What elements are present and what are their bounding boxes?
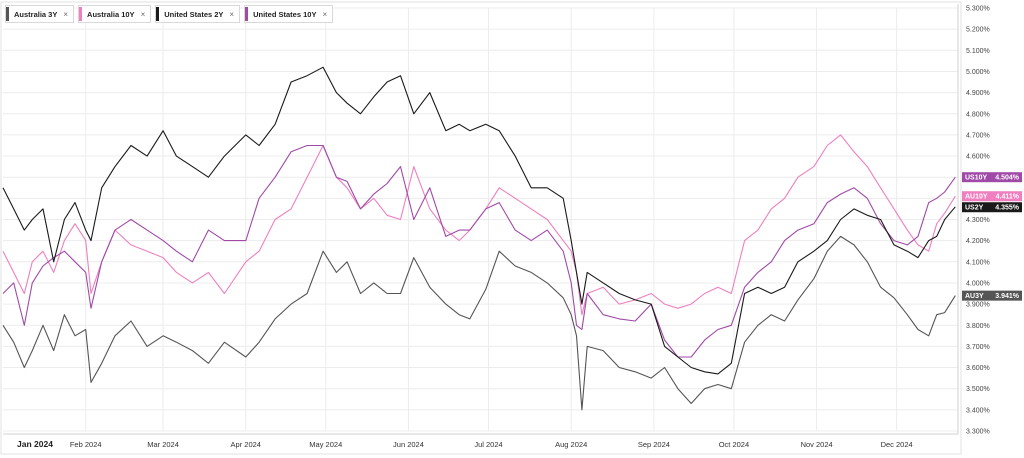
x-tick-label: Jan 2024 (17, 439, 53, 449)
x-tick-label: Jun 2024 (393, 440, 424, 449)
y-tick-label: 4.000% (966, 280, 990, 287)
x-tick-label: Sep 2024 (638, 440, 670, 449)
legend-label: Australia 3Y (14, 9, 58, 19)
legend-item-australia-10y[interactable]: Australia 10Y × (78, 5, 152, 23)
series-line-au10y (2, 134, 956, 316)
value-badge (962, 202, 1022, 213)
value-badge-value: 4.504% (995, 175, 1020, 182)
y-tick-label: 3.400% (966, 407, 990, 414)
legend-swatch (245, 7, 249, 21)
y-tick-label: 5.100% (966, 48, 990, 55)
y-tick-label: 4.100% (966, 259, 990, 266)
series-line-us2y (2, 66, 956, 375)
x-tick-label: Mar 2024 (147, 440, 179, 449)
close-icon[interactable]: × (322, 9, 328, 19)
value-badge (962, 172, 1022, 183)
y-tick-label: 4.800% (966, 111, 990, 118)
y-tick-label: 4.300% (966, 217, 990, 224)
x-tick-label: May 2024 (309, 440, 342, 449)
x-tick-label: Nov 2024 (801, 440, 833, 449)
legend-item-united-states-2y[interactable]: United States 2Y × (155, 5, 241, 23)
x-tick-label: Apr 2024 (231, 440, 261, 449)
y-tick-label: 5.200% (966, 27, 990, 34)
x-tick-label: Aug 2024 (555, 440, 587, 449)
value-badge-value: 4.355% (995, 205, 1020, 212)
y-tick-label: 3.800% (966, 323, 990, 330)
value-badge-value: 4.411% (996, 194, 1020, 201)
value-badge-key: US2Y (965, 205, 984, 212)
series-line-au3y (2, 235, 956, 411)
close-icon[interactable]: × (140, 9, 146, 19)
x-tick-label: Oct 2024 (719, 440, 749, 449)
y-tick-label: 3.900% (966, 302, 990, 309)
y-tick-label: 3.500% (966, 386, 990, 393)
legend-label: United States 10Y (253, 9, 317, 19)
legend: Australia 3Y × Australia 10Y × United St… (5, 5, 334, 23)
x-tick-label: Jul 2024 (474, 440, 502, 449)
legend-label: United States 2Y (164, 9, 224, 19)
legend-label: Australia 10Y (87, 9, 135, 19)
legend-swatch (156, 7, 160, 21)
y-tick-label: 5.000% (966, 69, 990, 76)
y-tick-label: 4.200% (966, 238, 990, 245)
y-tick-label: 5.300% (966, 6, 990, 13)
value-badge-key: US10Y (965, 175, 988, 182)
legend-swatch (79, 7, 83, 21)
x-tick-label: Dec 2024 (881, 440, 913, 449)
legend-swatch (6, 7, 9, 21)
x-tick-label: Feb 2024 (70, 440, 102, 449)
legend-item-australia-3y[interactable]: Australia 3Y × (5, 5, 75, 23)
series-line-us10y (2, 144, 956, 358)
y-tick-label: 4.900% (966, 90, 990, 97)
close-icon[interactable]: × (63, 9, 69, 19)
value-badge (962, 191, 1022, 202)
y-tick-label: 3.300% (966, 429, 990, 436)
value-badge-key: AU3Y (965, 293, 984, 300)
plot-frame (0, 1, 962, 455)
y-tick-label: 3.700% (966, 344, 990, 351)
close-icon[interactable]: × (229, 9, 235, 19)
y-tick-label: 3.600% (966, 365, 990, 372)
y-tick-label: 4.600% (966, 154, 990, 161)
value-badge-value: 3.941% (995, 293, 1020, 300)
legend-item-united-states-10y[interactable]: United States 10Y × (244, 5, 334, 23)
y-tick-label: 4.700% (966, 132, 990, 139)
value-badge (962, 290, 1022, 301)
value-badge-key: AU10Y (965, 194, 988, 201)
